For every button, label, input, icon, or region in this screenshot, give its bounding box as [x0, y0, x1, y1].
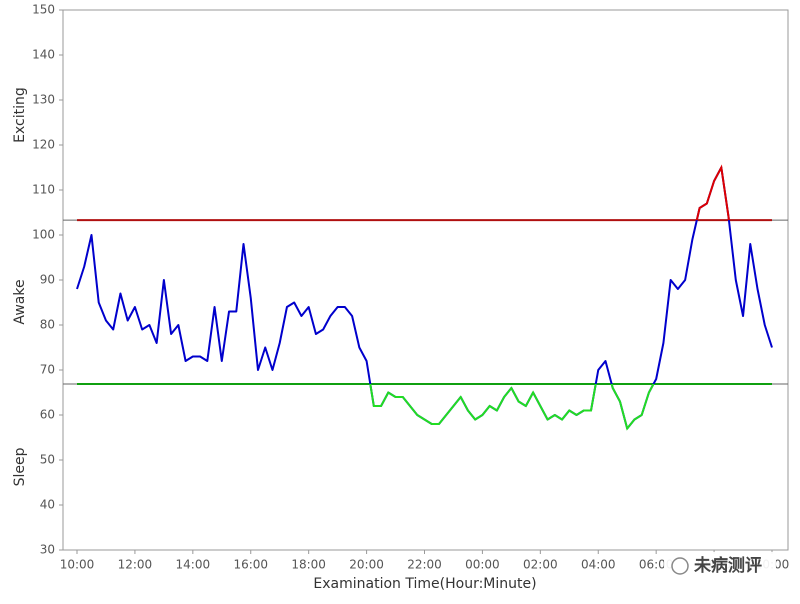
- x-tick-label: 16:00: [233, 558, 268, 572]
- y-tick-label: 60: [40, 408, 55, 422]
- y-tick-label: 50: [40, 453, 55, 467]
- y-tick-label: 110: [32, 183, 55, 197]
- y-tick-label: 80: [40, 318, 55, 332]
- y-tick-label: 40: [40, 498, 55, 512]
- x-tick-label: 18:00: [291, 558, 326, 572]
- zone-label: Awake: [12, 279, 28, 324]
- x-axis-title: Examination Time(Hour:Minute): [313, 576, 536, 592]
- zone-overlay: [369, 383, 655, 431]
- x-tick-label: 12:00: [118, 558, 153, 572]
- y-tick-label: 100: [32, 228, 55, 242]
- y-tick-label: 70: [40, 363, 55, 377]
- x-tick-label: 00:00: [465, 558, 500, 572]
- plot-frame: [62, 9, 789, 551]
- y-tick-label: 120: [32, 138, 55, 152]
- y-tick-label: 150: [32, 3, 55, 17]
- x-tick-label: 02:00: [523, 558, 558, 572]
- x-tick-label: 22:00: [407, 558, 442, 572]
- watermark: 未病测评: [664, 552, 776, 578]
- zone-label: Exciting: [12, 87, 28, 143]
- watermark-icon: [671, 557, 689, 575]
- x-tick-label: 04:00: [581, 558, 616, 572]
- y-tick-label: 90: [40, 273, 55, 287]
- zone-label: Sleep: [12, 447, 28, 486]
- x-tick-label: 10:00: [60, 558, 95, 572]
- x-tick-label: 20:00: [349, 558, 384, 572]
- y-tick-label: 140: [32, 48, 55, 62]
- y-tick-label: 130: [32, 93, 55, 107]
- x-tick-label: 14:00: [176, 558, 211, 572]
- watermark-text: 未病测评: [693, 555, 762, 576]
- y-tick-label: 30: [40, 543, 55, 557]
